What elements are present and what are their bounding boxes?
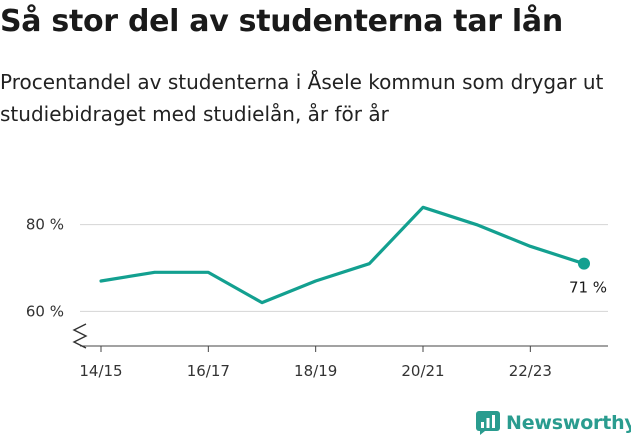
chart-title: Så stor del av studenterna tar lån (0, 4, 563, 39)
y-tick-label: 80 % (26, 216, 64, 234)
y-tick-label: 60 % (26, 302, 64, 320)
y-gridlines (80, 224, 608, 312)
y-axis-ticks: 60 % 80 % (26, 216, 64, 321)
axis-break-icon (72, 323, 88, 349)
last-value-label: 71 % (569, 279, 607, 297)
x-tick-label: 18/19 (294, 362, 337, 380)
x-tick-label: 14/15 (79, 362, 122, 380)
x-axis-ticks: 14/15 16/17 18/19 20/21 22/23 (79, 346, 552, 380)
chart-subtitle: Procentandel av studenterna i Åsele komm… (0, 70, 604, 126)
x-tick-label: 22/23 (509, 362, 552, 380)
x-tick-label: 20/21 (401, 362, 444, 380)
series-line (99, 205, 586, 305)
brand-name: Newsworthy (506, 412, 631, 434)
series-group: 71 % (99, 205, 607, 305)
last-data-point (578, 257, 590, 270)
newsworthy-brand: Newsworthy (476, 408, 631, 438)
x-tick-label: 16/17 (187, 362, 230, 380)
newsworthy-logo-icon (476, 411, 500, 435)
